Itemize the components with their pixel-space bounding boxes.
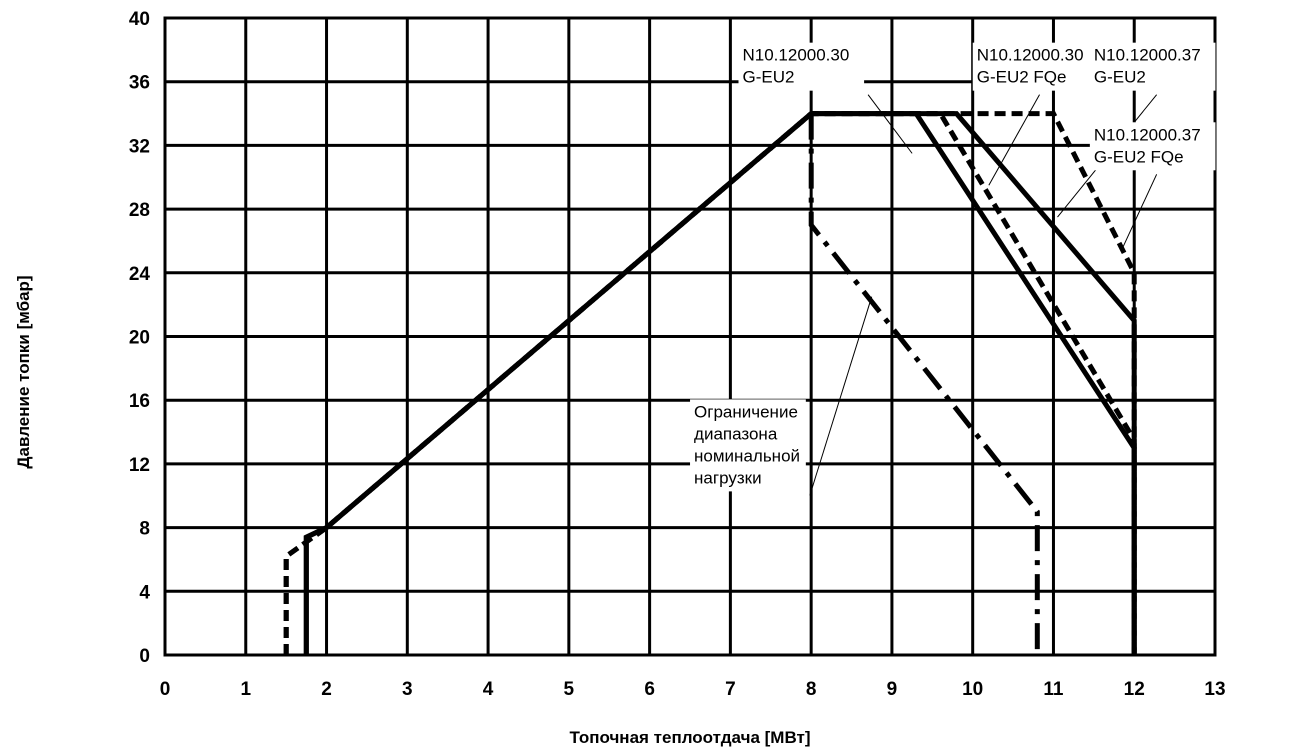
annotation-label: G-EU2 FQe [977, 68, 1067, 87]
annotation-label: номинальной [694, 446, 800, 465]
series-line-3 [303, 111, 1137, 655]
x-tick-label: 13 [1204, 679, 1225, 700]
annotation-label: G-EU2 FQe [1094, 147, 1184, 166]
annotation-leader-line [809, 296, 873, 496]
y-tick-label: 20 [129, 328, 150, 349]
annotation-label: нагрузки [694, 468, 762, 487]
annotation-box [690, 399, 806, 492]
x-tick-label: 1 [240, 679, 251, 700]
y-tick-label: 24 [129, 264, 151, 285]
plot-frame [163, 16, 1217, 657]
annotation-box [1089, 122, 1216, 171]
x-tick-label: 10 [962, 679, 983, 700]
annotation-box [738, 42, 865, 91]
y-tick-label: 0 [139, 646, 150, 667]
x-tick-label: 4 [483, 679, 494, 700]
y-tick-label: 40 [129, 9, 150, 30]
x-axis-title: Топочная теплоотдача [МВт] [570, 728, 811, 747]
y-tick-label: 16 [129, 391, 150, 412]
annotation-label: диапазона [694, 424, 778, 443]
series-line-5 [808, 113, 1040, 655]
x-tick-label: 5 [564, 679, 575, 700]
series-line-1 [303, 111, 1137, 655]
series-line-4 [283, 111, 1137, 655]
chart-annotations: N10.12000.30 G-EU2 N10.12000.30 G-EU2 FQe N1… [690, 42, 1216, 496]
grid-lines [163, 16, 1217, 657]
y-tick-label: 12 [129, 455, 150, 476]
y-tick-label: 4 [139, 582, 150, 603]
x-tick-label: 0 [160, 679, 171, 700]
y-tick-label: 8 [139, 519, 150, 540]
y-axis-title: Давление топки [мбар] [14, 275, 33, 468]
x-tick-label: 2 [321, 679, 332, 700]
chart-series [283, 111, 1137, 655]
annotation-leader-line [1121, 174, 1158, 250]
annotation-leader-line [867, 94, 913, 154]
x-tick-label: 7 [725, 679, 736, 700]
x-tick-label: 3 [402, 679, 413, 700]
annotation-label: N10.12000.37 [1094, 125, 1201, 144]
annotation-label: G-EU2 [1094, 68, 1146, 87]
annotation-label: N10.12000.37 [1094, 46, 1201, 65]
annotation-leader-line [988, 94, 1040, 186]
y-tick-label: 32 [129, 136, 150, 157]
annotation-label: N10.12000.30 [977, 46, 1084, 65]
x-tick-label: 8 [806, 679, 817, 700]
x-tick-label: 12 [1124, 679, 1145, 700]
annotation-box [972, 42, 1099, 91]
series-line-2 [283, 111, 1137, 655]
y-tick-label: 36 [129, 73, 150, 94]
annotation-label: G-EU2 [743, 68, 795, 87]
x-tick-label: 6 [644, 679, 655, 700]
x-tick-label: 11 [1043, 679, 1064, 700]
annotation-label: N10.12000.30 [743, 46, 850, 65]
annotation-label: Ограничение [694, 402, 798, 421]
annotation-box [1089, 42, 1216, 91]
y-tick-label: 28 [129, 200, 150, 221]
x-tick-label: 9 [887, 679, 898, 700]
